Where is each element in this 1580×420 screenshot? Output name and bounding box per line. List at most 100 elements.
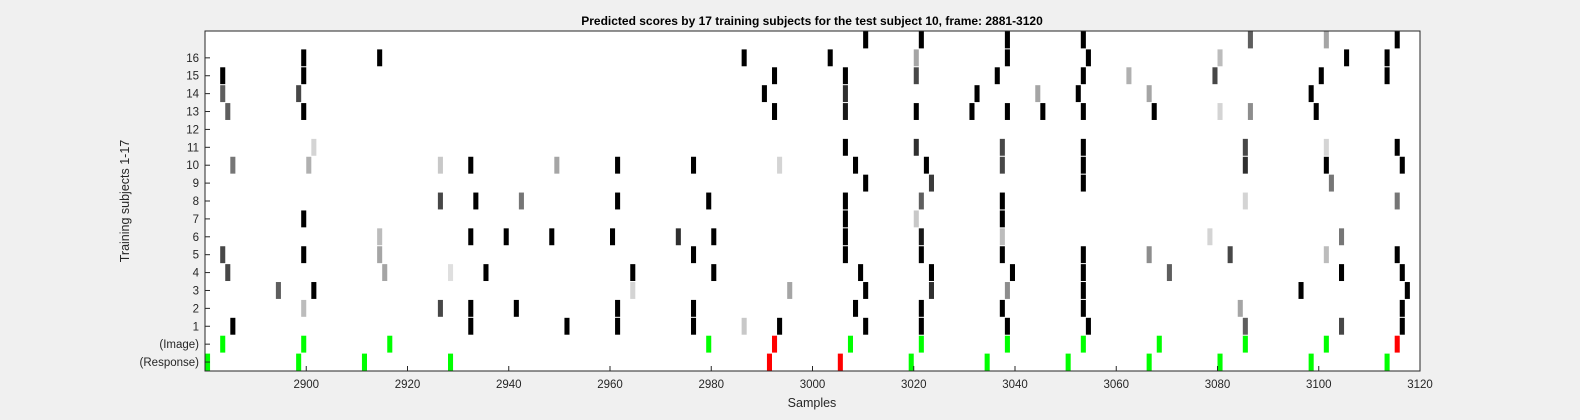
cell-row-6-2 xyxy=(503,228,509,246)
cell-row-4-3 xyxy=(483,264,489,282)
cell-row-6-10 xyxy=(1207,228,1213,246)
cell-row-13-3 xyxy=(842,103,848,120)
cell-row-7-3 xyxy=(999,210,1005,228)
cell-row-3-6 xyxy=(1004,282,1010,299)
cell-row-image-12 xyxy=(1394,335,1400,353)
y-tick-label-2: 2 xyxy=(193,303,199,315)
cell-row-13-4 xyxy=(913,103,919,120)
cell-row-5-9 xyxy=(1227,246,1233,264)
cell-row-5-5 xyxy=(918,246,924,264)
cell-row-response-5 xyxy=(837,353,843,371)
y-tick-label-6: 6 xyxy=(193,232,199,244)
cell-row-4-2 xyxy=(448,264,454,282)
y-tick-label-10: 10 xyxy=(186,160,199,172)
cell-row-10-9 xyxy=(923,156,929,174)
cell-row-3-4 xyxy=(863,282,869,299)
cell-row-11-7 xyxy=(1394,138,1400,156)
x-tick-label-2960: 2960 xyxy=(597,379,623,391)
cell-row-8-3 xyxy=(615,192,621,210)
cell-row-15-2 xyxy=(772,67,778,85)
x-axis: 2900 2920 2940 2960 2980 3000 3020 3040 3060 3080… xyxy=(293,366,1433,391)
cell-row-14-3 xyxy=(842,85,848,103)
cell-row-4-11 xyxy=(1339,264,1345,282)
cell-row-response-12 xyxy=(1384,353,1390,371)
cell-row-5-6 xyxy=(999,246,1005,264)
cell-row-15-4 xyxy=(913,67,919,85)
cell-row-16-0 xyxy=(301,49,307,67)
cell-row-10-4 xyxy=(554,156,560,174)
cell-row-5-10 xyxy=(1323,246,1329,264)
x-tick-label-3080: 3080 xyxy=(1205,379,1231,391)
cell-row-image-10 xyxy=(1242,335,1248,353)
y-tick-label-1: 1 xyxy=(193,321,199,333)
cell-row-15-6 xyxy=(1080,67,1086,85)
cell-row-13-0 xyxy=(225,103,231,120)
cell-row-16-1 xyxy=(377,49,383,67)
cell-row-response-1 xyxy=(296,353,302,371)
cell-row-1-12 xyxy=(1339,317,1345,335)
cell-row-17-4 xyxy=(1247,31,1253,49)
cell-row-14-5 xyxy=(1035,85,1041,103)
cell-row-response-9 xyxy=(1146,353,1152,371)
cell-row-5-0 xyxy=(220,246,226,264)
cell-row-15-0 xyxy=(220,67,226,85)
cell-row-3-9 xyxy=(1404,282,1410,299)
cell-row-4-12 xyxy=(1399,264,1405,282)
cell-row-7-2 xyxy=(913,210,919,228)
cell-row-image-8 xyxy=(1080,335,1086,353)
cell-row-2-3 xyxy=(513,299,519,317)
cell-row-10-6 xyxy=(691,156,697,174)
cell-row-6-8 xyxy=(918,228,924,246)
x-tick-label-3000: 3000 xyxy=(800,379,826,391)
cell-row-image-6 xyxy=(918,335,924,353)
y-tick-label-9: 9 xyxy=(193,178,199,190)
cell-row-1-0 xyxy=(230,317,236,335)
cell-row-6-6 xyxy=(711,228,717,246)
y-tick-label-11: 11 xyxy=(187,142,199,154)
cell-row-11-6 xyxy=(1323,138,1329,156)
cell-row-response-11 xyxy=(1308,353,1314,371)
cell-row-15-10 xyxy=(1384,67,1390,85)
cell-row-8-1 xyxy=(473,192,479,210)
cell-row-14-1 xyxy=(296,85,302,103)
cell-row-15-5 xyxy=(994,67,1000,85)
cell-row-5-2 xyxy=(377,246,383,264)
y-tick-label-5: 5 xyxy=(193,250,199,262)
cell-row-15-8 xyxy=(1212,67,1218,85)
cell-row-1-3 xyxy=(615,317,621,335)
y-tick-label-14: 14 xyxy=(186,89,199,101)
cell-row-4-0 xyxy=(225,264,231,282)
cell-row-16-8 xyxy=(1344,49,1350,67)
cell-row-2-6 xyxy=(853,299,859,317)
cell-row-response-7 xyxy=(984,353,990,371)
cell-row-13-10 xyxy=(1217,103,1223,120)
cell-row-image-2 xyxy=(387,335,393,353)
cell-row-8-7 xyxy=(999,192,1005,210)
cell-row-15-7 xyxy=(1126,67,1132,85)
cell-row-1-9 xyxy=(1004,317,1010,335)
cell-row-10-3 xyxy=(468,156,474,174)
y-tick-label-12: 12 xyxy=(186,124,199,136)
cell-row-1-6 xyxy=(777,317,783,335)
cell-row-14-8 xyxy=(1308,85,1314,103)
cell-row-6-4 xyxy=(610,228,616,246)
cell-row-image-5 xyxy=(847,335,853,353)
x-tick-label-3020: 3020 xyxy=(901,379,927,391)
cell-row-14-7 xyxy=(1146,85,1152,103)
cell-row-6-0 xyxy=(377,228,383,246)
cell-row-6-3 xyxy=(549,228,555,246)
cell-row-10-14 xyxy=(1399,156,1405,174)
cell-row-6-9 xyxy=(999,228,1005,246)
x-tick-label-3120: 3120 xyxy=(1407,379,1433,391)
cell-row-10-13 xyxy=(1323,156,1329,174)
y-tick-label-4: 4 xyxy=(193,268,200,280)
cell-row-11-0 xyxy=(311,138,317,156)
cell-row-17-2 xyxy=(1004,31,1010,49)
cell-row-response-2 xyxy=(361,353,367,371)
cell-row-15-3 xyxy=(842,67,848,85)
cell-row-2-5 xyxy=(691,299,697,317)
cell-row-3-3 xyxy=(787,282,793,299)
cell-row-1-1 xyxy=(468,317,474,335)
chart-title: Predicted scores by 17 training subjects… xyxy=(581,14,1043,28)
cell-row-6-1 xyxy=(468,228,474,246)
